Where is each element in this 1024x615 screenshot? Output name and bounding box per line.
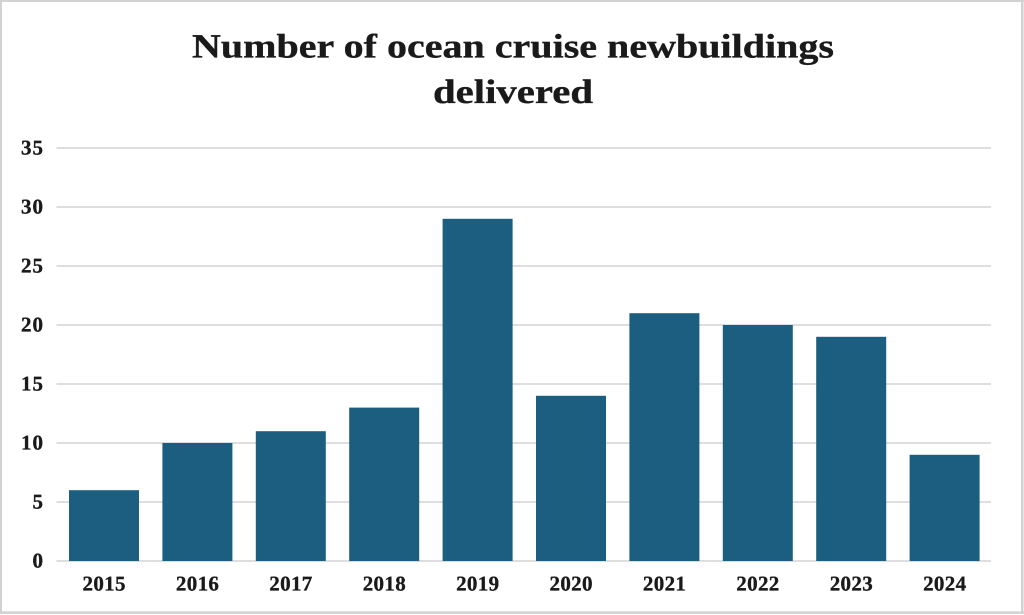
svg-text:2017: 2017: [269, 572, 312, 596]
svg-text:2021: 2021: [643, 572, 686, 596]
svg-text:2016: 2016: [176, 572, 219, 596]
svg-text:5: 5: [33, 489, 44, 513]
svg-text:2022: 2022: [736, 572, 779, 596]
svg-text:Number of ocean cruise newbuil: Number of ocean cruise newbuildings: [192, 28, 834, 65]
svg-text:30: 30: [21, 194, 43, 218]
svg-text:2019: 2019: [456, 572, 499, 596]
svg-text:2024: 2024: [923, 572, 967, 596]
svg-text:10: 10: [21, 430, 43, 454]
svg-text:35: 35: [21, 135, 43, 159]
svg-text:2015: 2015: [83, 572, 126, 596]
svg-text:2018: 2018: [363, 572, 406, 596]
svg-text:0: 0: [33, 548, 44, 572]
svg-text:2023: 2023: [830, 572, 873, 596]
svg-text:delivered: delivered: [433, 74, 593, 111]
svg-text:15: 15: [21, 371, 43, 395]
svg-text:2020: 2020: [550, 572, 593, 596]
svg-text:25: 25: [21, 253, 43, 277]
svg-text:20: 20: [21, 312, 43, 336]
